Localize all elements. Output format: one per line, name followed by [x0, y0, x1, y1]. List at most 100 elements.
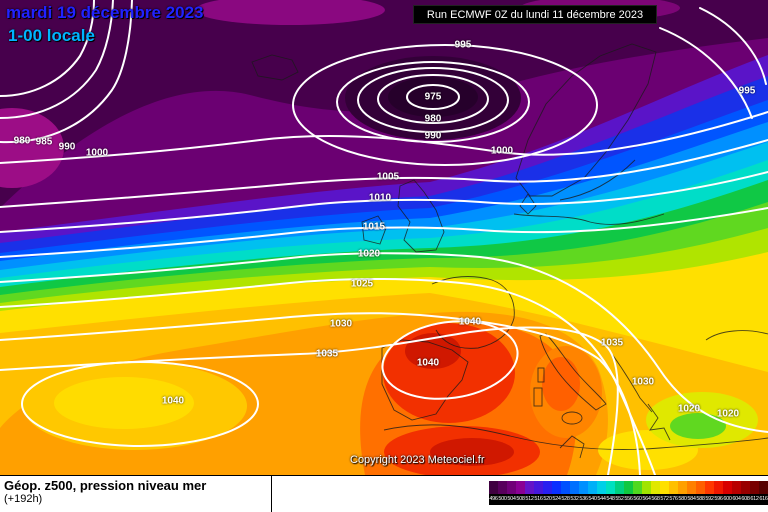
legend-swatch	[570, 481, 579, 494]
legend-value: 548	[606, 494, 615, 505]
color-field	[0, 0, 768, 475]
isobar-label: 1035	[315, 348, 339, 360]
legend-value: 556	[624, 494, 633, 505]
isobar-label: 980	[13, 135, 31, 147]
color-scale-legend: 496 500 504 508 512 516 520 524 528 532 536 540 544 5…	[489, 481, 768, 505]
legend-swatch	[579, 481, 588, 494]
isobar-label: 985	[35, 136, 53, 148]
legend-cell: 496	[489, 481, 498, 505]
legend-cell: 532	[570, 481, 579, 505]
legend-swatch	[660, 481, 669, 494]
legend-value: 528	[561, 494, 570, 505]
legend-cell: 544	[597, 481, 606, 505]
isobar-label: 990	[58, 141, 76, 153]
isobar-label: 1035	[600, 337, 624, 349]
isobar-label: 1040	[458, 316, 482, 328]
legend-value: 496	[489, 494, 498, 505]
legend-value: 512	[525, 494, 534, 505]
legend-swatch	[561, 481, 570, 494]
legend-value: 608	[741, 494, 750, 505]
isobar-label: 1000	[490, 145, 514, 157]
legend-value: 564	[642, 494, 651, 505]
isobar-label: 980	[424, 113, 442, 125]
legend-cell: 504	[507, 481, 516, 505]
isobar-label: 1030	[329, 318, 353, 330]
legend-value: 524	[552, 494, 561, 505]
bottom-bar: Géop. z500, pression niveau mer (+192h) …	[0, 475, 768, 512]
isobar-label: 995	[738, 85, 756, 97]
coastlines	[251, 43, 768, 459]
legend-value: 500	[498, 494, 507, 505]
legend-swatch	[678, 481, 687, 494]
legend-cell: 584	[687, 481, 696, 505]
legend-cell: 536	[579, 481, 588, 505]
legend-cell: 520	[543, 481, 552, 505]
legend-swatch	[525, 481, 534, 494]
legend-value: 516	[534, 494, 543, 505]
legend-value: 552	[615, 494, 624, 505]
legend-value: 572	[660, 494, 669, 505]
map-variable-title: Géop. z500, pression niveau mer	[4, 478, 207, 493]
legend-swatch	[732, 481, 741, 494]
legend-value: 580	[678, 494, 687, 505]
legend-cell: 516	[534, 481, 543, 505]
legend-cell: 568	[651, 481, 660, 505]
isobar-label: 1010	[368, 192, 392, 204]
legend-cell: 552	[615, 481, 624, 505]
legend-swatch	[552, 481, 561, 494]
legend-value: 600	[723, 494, 732, 505]
legend-value: 576	[669, 494, 678, 505]
legend-swatch	[714, 481, 723, 494]
legend-value: 588	[696, 494, 705, 505]
legend-swatch	[705, 481, 714, 494]
legend-cell: 608	[741, 481, 750, 505]
legend-cell: 588	[696, 481, 705, 505]
legend-cell: 512	[525, 481, 534, 505]
legend-swatch	[687, 481, 696, 494]
map-area: 975 980 990 995 995 980 985 990 1000 1000 1005 1010…	[0, 0, 768, 475]
legend-swatch	[741, 481, 750, 494]
legend-value: 604	[732, 494, 741, 505]
legend-swatch	[624, 481, 633, 494]
legend-swatch	[597, 481, 606, 494]
legend-value: 568	[651, 494, 660, 505]
legend-swatch	[669, 481, 678, 494]
legend-value: 560	[633, 494, 642, 505]
legend-value: 520	[543, 494, 552, 505]
legend-value: 584	[687, 494, 696, 505]
isobar-label: 1005	[376, 171, 400, 183]
legend-cell: 600	[723, 481, 732, 505]
legend-swatch	[588, 481, 597, 494]
legend-cell: 508	[516, 481, 525, 505]
legend-swatch	[489, 481, 498, 494]
legend-cell: 596	[714, 481, 723, 505]
legend-value: 508	[516, 494, 525, 505]
legend-cell: 500	[498, 481, 507, 505]
isobar-label: 995	[454, 39, 472, 51]
legend-cell: 612	[750, 481, 759, 505]
legend-swatch	[534, 481, 543, 494]
legend-value: 532	[570, 494, 579, 505]
isobar-label: 1025	[350, 278, 374, 290]
legend-cell: 616	[759, 481, 768, 505]
legend-cell: 528	[561, 481, 570, 505]
legend-swatch	[642, 481, 651, 494]
weather-map	[0, 0, 768, 475]
legend-swatch	[606, 481, 615, 494]
legend-swatch	[543, 481, 552, 494]
legend-swatch	[615, 481, 624, 494]
legend-swatch	[696, 481, 705, 494]
legend-value: 544	[597, 494, 606, 505]
isobar-label: 1020	[357, 248, 381, 260]
legend-value: 536	[579, 494, 588, 505]
legend-value: 616	[759, 494, 768, 505]
legend-swatch	[498, 481, 507, 494]
legend-swatch	[633, 481, 642, 494]
isobar-label: 1040	[416, 357, 440, 369]
isobar-label: 1020	[716, 408, 740, 420]
legend-cell: 572	[660, 481, 669, 505]
legend-cell: 548	[606, 481, 615, 505]
legend-cell: 580	[678, 481, 687, 505]
legend-cell: 604	[732, 481, 741, 505]
